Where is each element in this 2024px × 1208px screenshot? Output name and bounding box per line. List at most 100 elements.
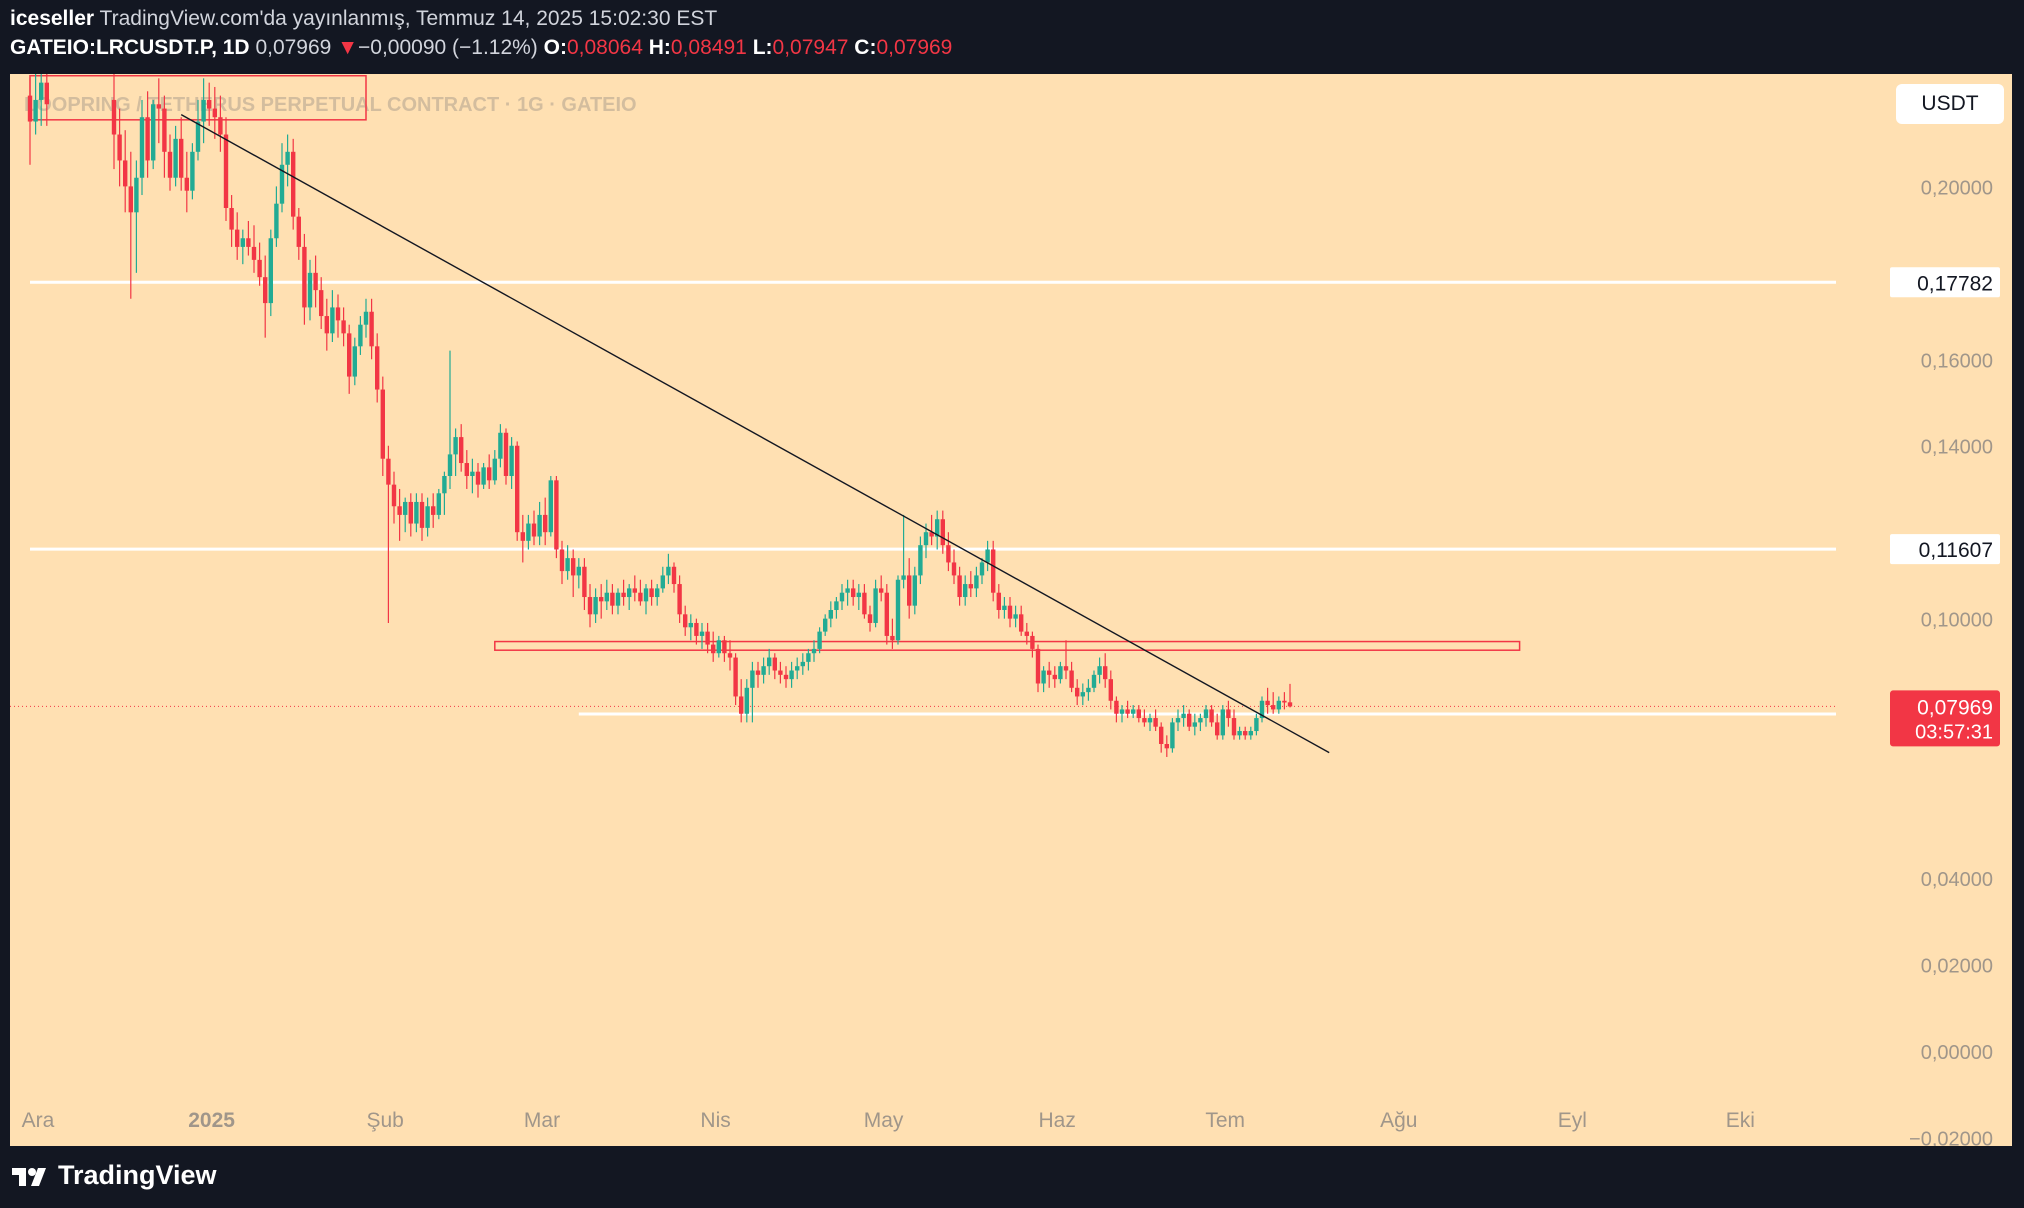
candle[interactable] bbox=[1259, 696, 1265, 723]
candle[interactable] bbox=[772, 653, 777, 680]
candle[interactable] bbox=[201, 78, 206, 144]
candle[interactable] bbox=[918, 536, 923, 585]
candle[interactable] bbox=[604, 579, 609, 610]
candle[interactable] bbox=[862, 584, 867, 619]
candle[interactable] bbox=[414, 493, 419, 533]
candle[interactable] bbox=[139, 99, 145, 196]
candle[interactable] bbox=[1086, 679, 1091, 701]
candle[interactable] bbox=[162, 95, 167, 178]
candle[interactable] bbox=[783, 666, 789, 688]
candle[interactable] bbox=[940, 510, 945, 554]
candle[interactable] bbox=[1136, 705, 1141, 723]
candle[interactable] bbox=[134, 160, 139, 273]
candle[interactable] bbox=[1147, 713, 1153, 732]
candle[interactable] bbox=[223, 117, 229, 221]
candle[interactable] bbox=[251, 225, 257, 273]
candle[interactable] bbox=[750, 661, 755, 723]
candle[interactable] bbox=[167, 134, 173, 191]
candle[interactable] bbox=[1198, 713, 1203, 732]
candle[interactable] bbox=[621, 579, 626, 606]
candle[interactable] bbox=[851, 579, 856, 606]
candle[interactable] bbox=[1041, 666, 1046, 693]
candle[interactable] bbox=[319, 277, 324, 330]
candle[interactable] bbox=[884, 584, 889, 645]
candle[interactable] bbox=[279, 143, 285, 213]
candle[interactable] bbox=[599, 584, 604, 619]
candle[interactable] bbox=[1097, 657, 1102, 684]
candle[interactable] bbox=[722, 635, 727, 662]
candle[interactable] bbox=[823, 614, 828, 636]
candle[interactable] bbox=[509, 437, 514, 489]
candle[interactable] bbox=[207, 82, 212, 126]
candle[interactable] bbox=[671, 562, 677, 593]
candle[interactable] bbox=[615, 588, 621, 615]
candle[interactable] bbox=[1019, 605, 1024, 636]
candle[interactable] bbox=[380, 376, 385, 476]
candle[interactable] bbox=[744, 679, 749, 723]
candle[interactable] bbox=[879, 575, 884, 602]
candle[interactable] bbox=[895, 575, 901, 645]
candle[interactable] bbox=[649, 579, 654, 606]
candle[interactable] bbox=[559, 540, 565, 585]
candle[interactable] bbox=[688, 614, 693, 641]
candle[interactable] bbox=[571, 549, 576, 598]
candle[interactable] bbox=[128, 151, 133, 299]
symbol-label[interactable]: GATEIO:LRCUSDT.P, 1D bbox=[10, 36, 250, 59]
candle[interactable] bbox=[1058, 661, 1063, 684]
chart-area[interactable]: LOOPRING / TETHERUS PERPETUAL CONTRACT ·… bbox=[10, 74, 2012, 1146]
candle[interactable] bbox=[307, 259, 313, 321]
candle[interactable] bbox=[554, 476, 559, 559]
candle[interactable] bbox=[1164, 735, 1169, 757]
candle[interactable] bbox=[845, 579, 850, 606]
candle[interactable] bbox=[867, 605, 873, 632]
candle[interactable] bbox=[1175, 709, 1181, 732]
candle[interactable] bbox=[929, 514, 934, 546]
candle[interactable] bbox=[453, 428, 458, 476]
candle[interactable] bbox=[705, 622, 710, 654]
candle[interactable] bbox=[1131, 705, 1136, 719]
candle[interactable] bbox=[33, 74, 38, 135]
candle[interactable] bbox=[946, 532, 951, 572]
candle[interactable] bbox=[363, 298, 369, 338]
zone-box-1[interactable] bbox=[494, 640, 1521, 651]
candle[interactable] bbox=[957, 566, 962, 606]
candle[interactable] bbox=[839, 584, 845, 610]
candle[interactable] bbox=[1047, 661, 1052, 688]
candle[interactable] bbox=[1052, 666, 1057, 688]
candle[interactable] bbox=[464, 450, 469, 489]
candle[interactable] bbox=[901, 514, 906, 589]
candle[interactable] bbox=[587, 584, 593, 628]
candle[interactable] bbox=[475, 463, 481, 498]
candle[interactable] bbox=[1287, 683, 1293, 708]
candle[interactable] bbox=[313, 255, 318, 308]
candle[interactable] bbox=[935, 510, 940, 550]
candle[interactable] bbox=[1282, 692, 1287, 710]
candle[interactable] bbox=[1181, 705, 1186, 727]
candle[interactable] bbox=[912, 566, 917, 615]
candle[interactable] bbox=[1265, 687, 1270, 714]
candle[interactable] bbox=[447, 350, 453, 489]
candle[interactable] bbox=[470, 458, 475, 494]
candle[interactable] bbox=[526, 514, 531, 550]
candle[interactable] bbox=[386, 445, 391, 623]
candle[interactable] bbox=[235, 212, 240, 260]
candle[interactable] bbox=[778, 661, 783, 684]
candle[interactable] bbox=[184, 151, 189, 213]
candle[interactable] bbox=[1063, 640, 1069, 680]
candle[interactable] bbox=[795, 657, 800, 680]
candle[interactable] bbox=[341, 307, 346, 347]
candle[interactable] bbox=[1091, 670, 1097, 693]
candle[interactable] bbox=[985, 540, 990, 572]
candle[interactable] bbox=[991, 540, 996, 602]
candle[interactable] bbox=[263, 255, 268, 338]
candle[interactable] bbox=[291, 138, 296, 230]
candle[interactable] bbox=[274, 186, 279, 247]
candle[interactable] bbox=[996, 584, 1001, 619]
candle[interactable] bbox=[537, 501, 542, 546]
candle[interactable] bbox=[683, 605, 688, 636]
candle[interactable] bbox=[627, 584, 632, 610]
candle[interactable] bbox=[828, 601, 833, 628]
candle[interactable] bbox=[727, 640, 733, 671]
candle[interactable] bbox=[229, 195, 234, 247]
